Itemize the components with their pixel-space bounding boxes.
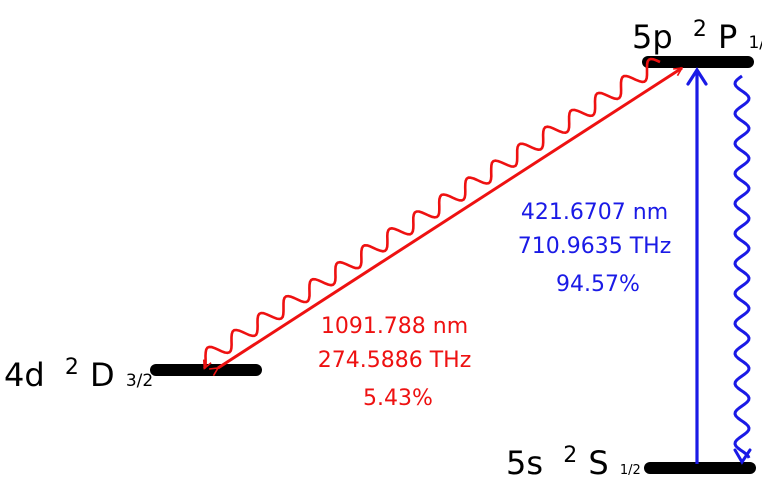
level-5s-label: 5s 2 S 1/2 [506,432,641,482]
level-5p-multiplicity: 2 [693,17,707,42]
level-5s-term: S [588,444,608,482]
blue-frequency: 710.9635 THz [518,234,672,259]
blue-wave-arrowhead [733,448,752,465]
level-5p-term: P [718,18,737,56]
red-branching-ratio: 5.43% [363,386,433,411]
level-5p-config: 5p [632,18,673,56]
level-5p-label: 5p 2 P 1/2 [632,6,762,56]
blue-transition-label: 421.6707 nm 710.9635 THz 94.57% [518,200,679,297]
blue-wavelength: 421.6707 nm [521,200,668,225]
level-4d-config: 4d [4,356,45,394]
blue-spontaneous-emission-wave [733,74,751,459]
level-4d-multiplicity: 2 [65,355,79,380]
level-4d-term: D [90,356,115,394]
red-frequency: 274.5886 THz [318,348,472,373]
blue-branching-ratio: 94.57% [556,272,640,297]
level-5s-j: 1/2 [620,463,641,478]
level-5s-config: 5s [506,444,543,482]
red-transition-label: 1091.788 nm 274.5886 THz 5.43% [318,314,479,411]
level-4d-label: 4d 2 D 3/2 [4,344,153,394]
red-wavelength: 1091.788 nm [321,314,468,339]
level-5s-multiplicity: 2 [563,443,577,468]
blue-transition-arrowhead [686,67,708,86]
red-transition-arrow [218,66,682,368]
level-4d-j: 3/2 [126,371,153,391]
level-5p-j: 1/2 [748,33,762,53]
